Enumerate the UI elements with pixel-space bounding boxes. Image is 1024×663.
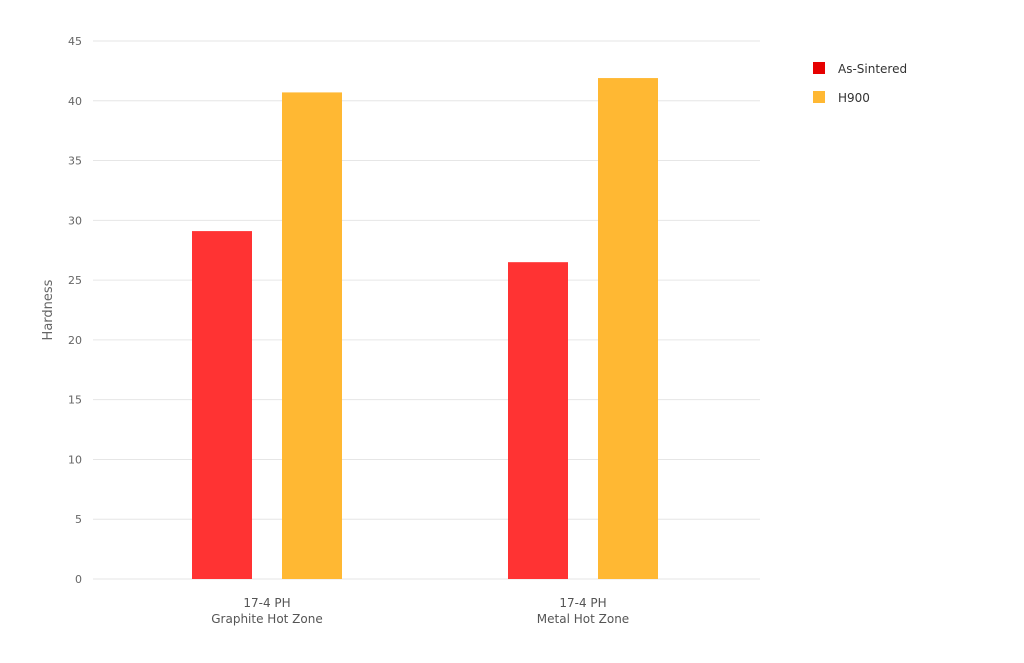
x-category-label: 17-4 PH	[559, 596, 606, 610]
bar-as-sintered-1	[192, 231, 252, 580]
y-tick-label: 35	[68, 155, 82, 168]
y-tick-label: 30	[68, 214, 82, 227]
y-tick-label: 25	[68, 274, 82, 287]
y-tick-label: 45	[68, 35, 82, 48]
y-tick-label: 20	[68, 334, 82, 347]
x-category-label: 17-4 PH	[243, 596, 290, 610]
legend-label: H900	[838, 91, 870, 105]
y-axis-title: Hardness	[41, 279, 56, 340]
bars	[192, 78, 658, 580]
y-axis-ticks: 0 5 10 15 20 25 30 35 40 45	[68, 35, 82, 586]
legend-swatch	[813, 62, 825, 74]
bar-as-sintered-2	[508, 262, 568, 579]
x-category-label: Graphite Hot Zone	[211, 612, 322, 626]
legend-label: As-Sintered	[838, 62, 907, 76]
bar-h900-2	[598, 78, 658, 579]
x-axis-labels: 17-4 PH Graphite Hot Zone 17-4 PH Metal Hot…	[211, 596, 629, 626]
y-tick-label: 5	[75, 513, 82, 526]
legend-swatch	[813, 91, 825, 103]
legend: As-Sintered H900	[813, 62, 907, 105]
bar-h900-1	[282, 92, 342, 580]
x-category-label: Metal Hot Zone	[537, 612, 629, 626]
y-tick-label: 10	[68, 453, 82, 466]
y-tick-label: 15	[68, 394, 82, 407]
y-tick-label: 0	[75, 573, 82, 586]
y-tick-label: 40	[68, 95, 82, 108]
